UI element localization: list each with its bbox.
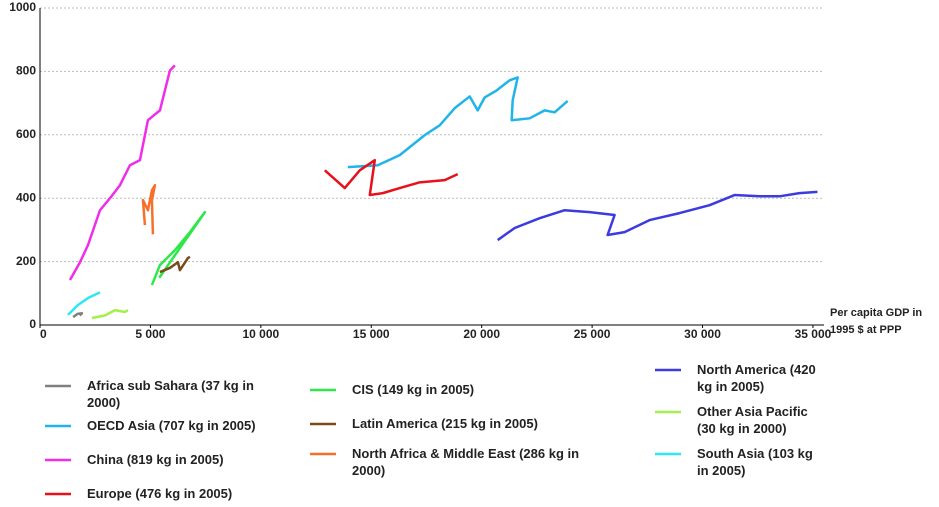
y-tick-label: 0: [29, 317, 36, 331]
legend-label: North America (420 kg in 2005): [697, 362, 816, 394]
legend-label: Europe (476 kg in 2005): [87, 486, 233, 501]
legend-label: North Africa & Middle East (286 kg in 20…: [352, 446, 580, 478]
x-tick-label: 35 000: [795, 327, 832, 341]
series-line: [150, 210, 207, 286]
series-line: [347, 76, 569, 169]
y-tick-label: 200: [16, 254, 36, 268]
x-tick-label: 20 000: [463, 327, 500, 341]
series-line: [67, 291, 101, 316]
y-tick-label: 800: [16, 64, 36, 78]
x-tick-label: 30 000: [684, 327, 721, 341]
legend-label: CIS (149 kg in 2005): [352, 382, 475, 397]
x-tick-label: 0: [40, 327, 47, 341]
legend-label: Latin America (215 kg in 2005): [352, 416, 538, 431]
series-line: [91, 308, 129, 320]
legend-label: Africa sub Sahara (37 kg in 2000): [87, 378, 254, 410]
legend-label: China (819 kg in 2005): [87, 452, 224, 467]
x-tick-label: 25 000: [574, 327, 611, 341]
x-tick-label: 10 000: [242, 327, 279, 341]
y-tick-label: 1000: [9, 0, 36, 14]
x-tick-label: 5 000: [135, 327, 165, 341]
x-axis-label: Per capita GDP in 1995 $ at PPP: [830, 307, 923, 336]
series-line: [141, 183, 157, 235]
y-tick-label: 600: [16, 127, 36, 141]
x-tick-label: 15 000: [353, 327, 390, 341]
y-tick-label: 400: [16, 190, 36, 204]
series-line: [68, 64, 176, 281]
series-line: [159, 255, 191, 274]
legend-label: Other Asia Pacific (30 kg in 2000): [697, 404, 808, 436]
series-line: [72, 312, 84, 319]
series-line: [496, 190, 818, 242]
legend-label: OECD Asia (707 kg in 2005): [87, 418, 256, 433]
series-line: [323, 158, 459, 197]
legend-label: South Asia (103 kg in 2005): [697, 446, 813, 478]
